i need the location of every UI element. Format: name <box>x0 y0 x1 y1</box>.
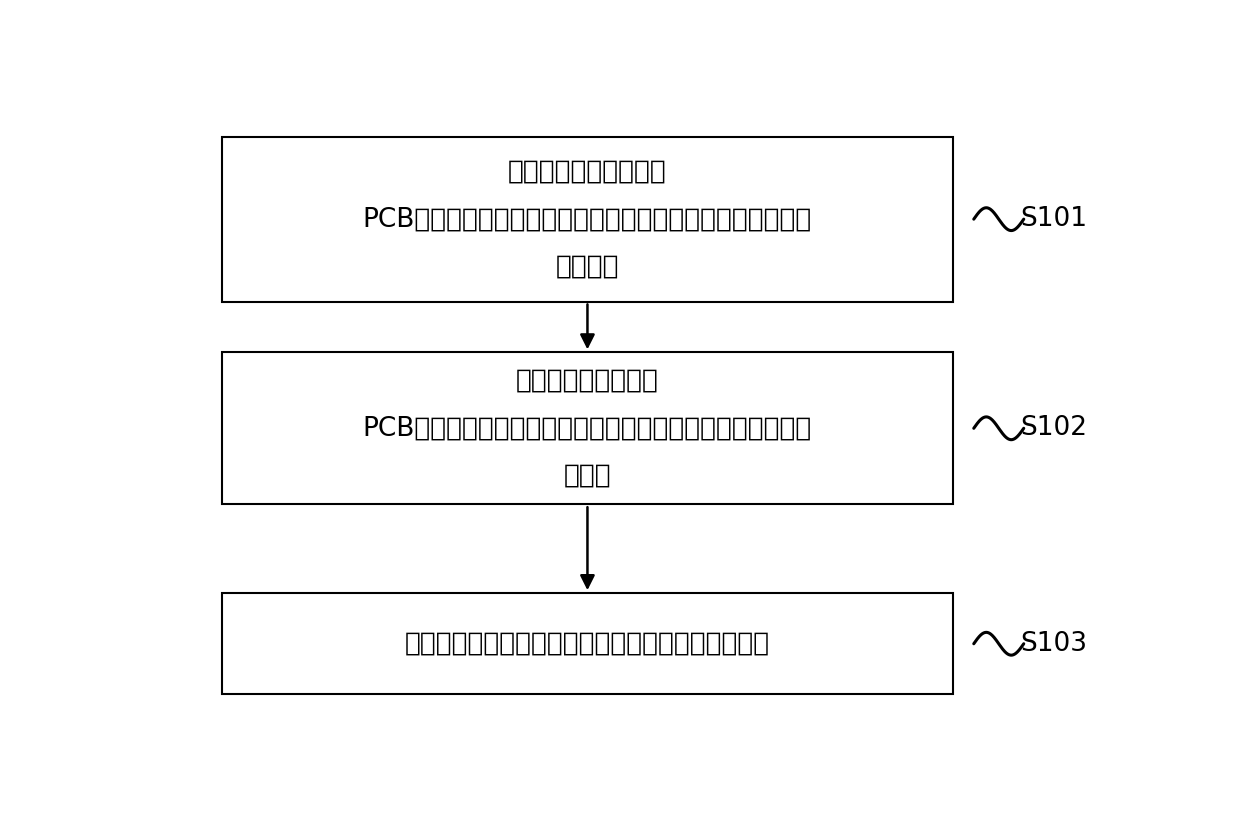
Text: 将所述具有阶梯槽的: 将所述具有阶梯槽的 <box>516 368 658 393</box>
Text: S103: S103 <box>1021 630 1087 657</box>
FancyBboxPatch shape <box>222 137 952 301</box>
Text: S101: S101 <box>1021 207 1087 232</box>
FancyBboxPatch shape <box>222 593 952 695</box>
FancyBboxPatch shape <box>222 352 952 504</box>
Text: 提供一与具有阶梯槽的: 提供一与具有阶梯槽的 <box>508 159 667 184</box>
Text: 从所述阶梯槽开槽面的背面对所述过孔进行阻焊塞孔: 从所述阶梯槽开槽面的背面对所述过孔进行阻焊塞孔 <box>405 630 770 657</box>
Text: 阻焊塞孔: 阻焊塞孔 <box>556 253 619 280</box>
Text: 面朝下: 面朝下 <box>564 463 611 489</box>
Text: S102: S102 <box>1021 416 1087 441</box>
Text: PCB对应放置在所述凸槽阻焊塞孔垫板上，所述阶梯槽的开槽: PCB对应放置在所述凸槽阻焊塞孔垫板上，所述阶梯槽的开槽 <box>363 416 812 441</box>
Text: PCB匹配的凸槽阻焊塞孔垫板，所述阶梯槽的槽底具过孔且需: PCB匹配的凸槽阻焊塞孔垫板，所述阶梯槽的槽底具过孔且需 <box>363 207 812 232</box>
